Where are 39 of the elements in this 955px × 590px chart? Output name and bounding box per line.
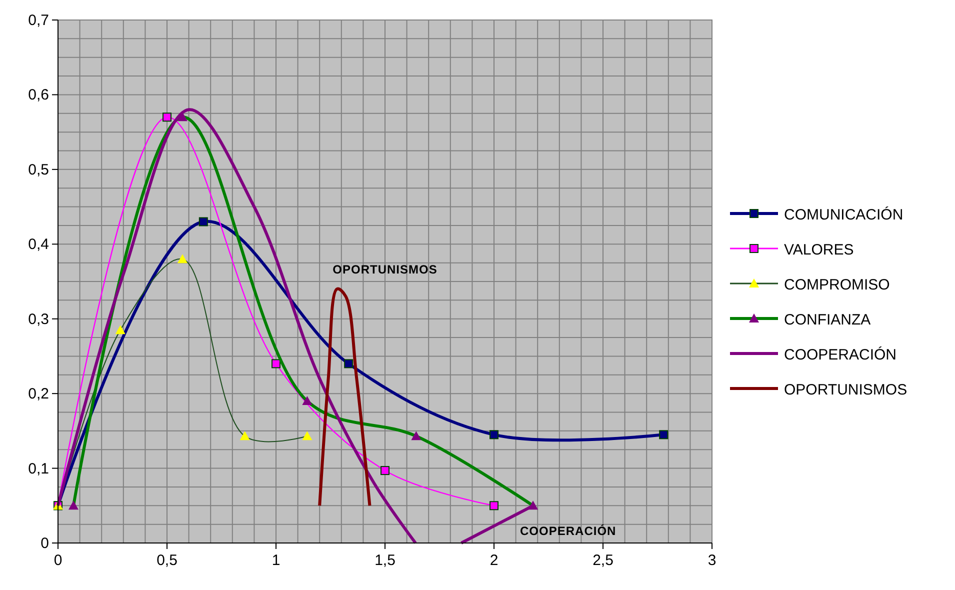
point xyxy=(344,359,354,368)
x-tick-label: 2,5 xyxy=(592,552,614,569)
point xyxy=(380,466,390,476)
x-tick-label: 1 xyxy=(272,552,280,569)
legend-label: CONFIANZA xyxy=(784,312,871,329)
point xyxy=(302,431,312,440)
x-tick-label: 1,5 xyxy=(374,552,396,569)
point xyxy=(198,217,208,226)
y-tick-label: 0,4 xyxy=(28,236,49,254)
annotation: OPORTUNISMOS xyxy=(332,262,438,277)
x-tick-label: 0,5 xyxy=(156,552,178,569)
line-series xyxy=(318,287,372,508)
point xyxy=(490,430,498,440)
legend-label: VALORES xyxy=(784,242,854,259)
legend-label: COOPERACIÓN xyxy=(784,346,897,364)
x-tick-label: 2 xyxy=(490,552,498,569)
legend-label: OPORTUNISMOS xyxy=(784,382,908,399)
point xyxy=(659,430,668,440)
y-tick-label: 0,3 xyxy=(28,310,49,328)
point xyxy=(272,359,280,368)
y-tick-label: 0 xyxy=(40,535,49,552)
point xyxy=(177,254,188,264)
point xyxy=(68,500,78,510)
legend-label: COMPROMISO xyxy=(784,276,890,294)
legend-label: COMUNICACIÓN xyxy=(784,206,904,224)
point xyxy=(162,112,172,122)
x-tick-label: 0 xyxy=(54,552,62,569)
y-tick-label: 0,1 xyxy=(28,460,49,478)
point xyxy=(490,501,498,510)
x-tick-label: 3 xyxy=(708,552,716,569)
point xyxy=(302,396,312,406)
y-tick-label: 0,6 xyxy=(28,86,49,104)
y-tick-label: 0,5 xyxy=(28,161,49,178)
annotation: COOPERACIÓN xyxy=(520,524,616,538)
y-tick-label: 0,2 xyxy=(28,386,49,403)
point xyxy=(240,431,250,440)
point xyxy=(411,431,422,440)
y-tick-label: 0,7 xyxy=(28,12,49,29)
point xyxy=(115,325,126,334)
